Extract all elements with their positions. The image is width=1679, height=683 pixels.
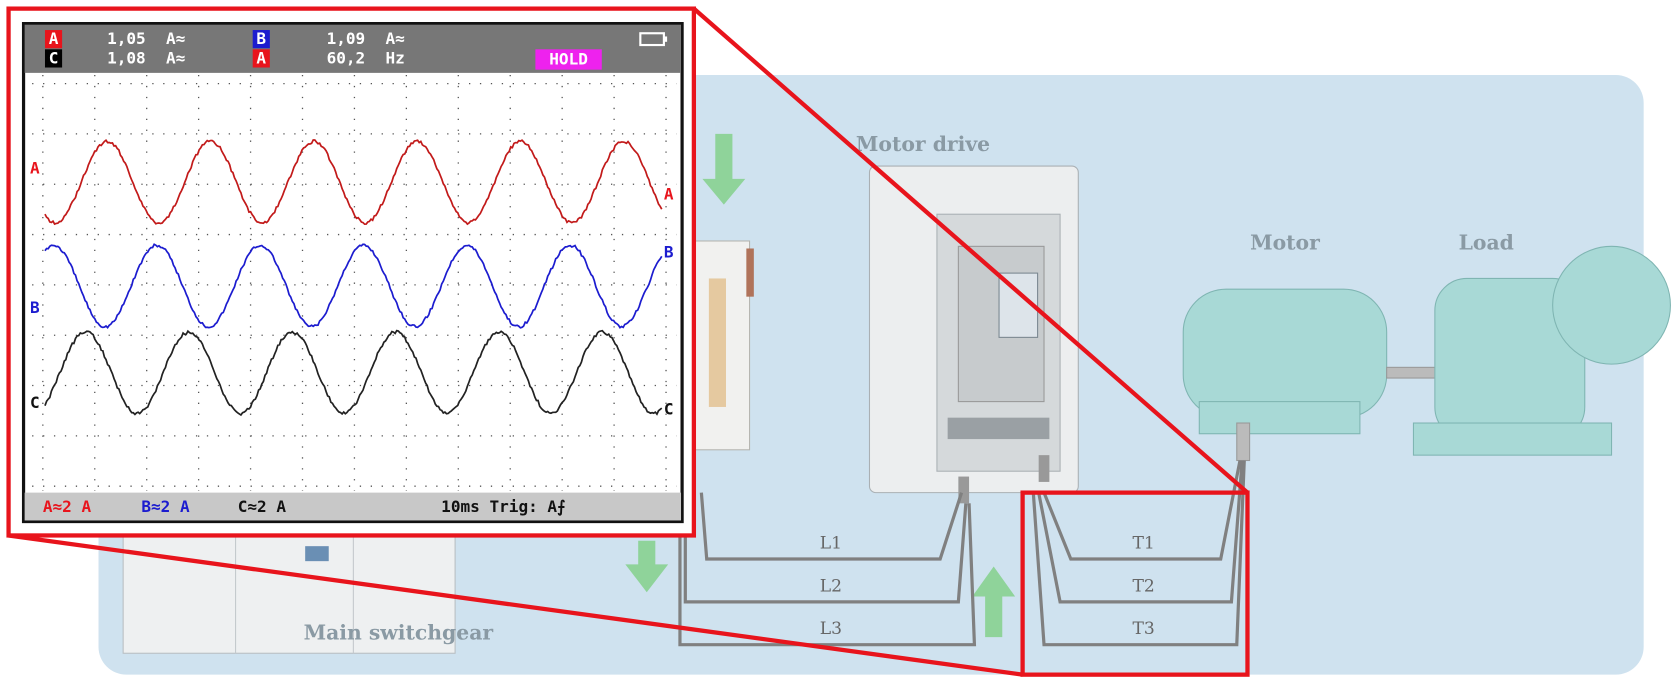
line-label: L3	[820, 619, 842, 639]
reading-channel: A	[49, 29, 59, 48]
terminal-label: T2	[1132, 576, 1154, 596]
timebase-label: 10ms Trig: A⨍	[441, 497, 565, 516]
waveform	[44, 243, 663, 329]
wiring	[678, 460, 1246, 647]
scope-screen	[21, 22, 684, 524]
reading-value: 1,05	[107, 29, 146, 48]
channel-badge	[44, 30, 63, 49]
scope-grid	[32, 75, 677, 491]
trace-label: A	[30, 159, 40, 178]
reading-channel: C	[49, 48, 59, 67]
reading-value: 60,2	[327, 48, 366, 67]
scale-label: A≈2 A	[43, 497, 92, 516]
reading-channel: B	[256, 29, 266, 48]
battery-icon	[639, 32, 668, 47]
line-label: L2	[820, 576, 842, 596]
reading-unit: Hz	[385, 48, 404, 67]
line-label: L1	[820, 534, 842, 554]
waveform	[44, 329, 663, 417]
reading-unit: A≈	[385, 29, 404, 48]
scale-label: B≈2 A	[141, 497, 190, 516]
terminal-label: T1	[1132, 534, 1154, 554]
zoom-callout	[8, 7, 1250, 677]
reading-unit: A≈	[166, 29, 185, 48]
scope-waves	[44, 138, 663, 417]
channel-badge	[252, 30, 270, 49]
trace-label: B	[664, 242, 674, 261]
reading-value: 1,08	[107, 48, 146, 67]
channel-badge	[44, 49, 63, 68]
trace-label: C	[664, 400, 674, 419]
flow-arrows	[625, 133, 1016, 638]
motor-drive	[868, 165, 1079, 504]
reading-channel: A	[256, 48, 266, 67]
trace-label: B	[30, 298, 40, 317]
reading-value: 1,09	[327, 29, 366, 48]
scale-label: C≈2 A	[238, 497, 287, 516]
trace-label: C	[30, 393, 40, 412]
motor-label: Motor	[1250, 231, 1320, 255]
channel-badge	[252, 49, 270, 68]
hold-badge	[535, 49, 602, 70]
scope-footer	[24, 492, 682, 521]
waveform	[44, 138, 663, 226]
load-label: Load	[1459, 231, 1514, 255]
terminal-label: T3	[1132, 619, 1154, 639]
hold-indicator: HOLD	[549, 50, 588, 69]
motor-drive-label: Motor drive	[856, 132, 990, 156]
motor-load	[1182, 245, 1671, 462]
trace-label: A	[664, 184, 674, 203]
reading-unit: A≈	[166, 48, 185, 67]
switchgear-label: Main switchgear	[304, 620, 494, 644]
